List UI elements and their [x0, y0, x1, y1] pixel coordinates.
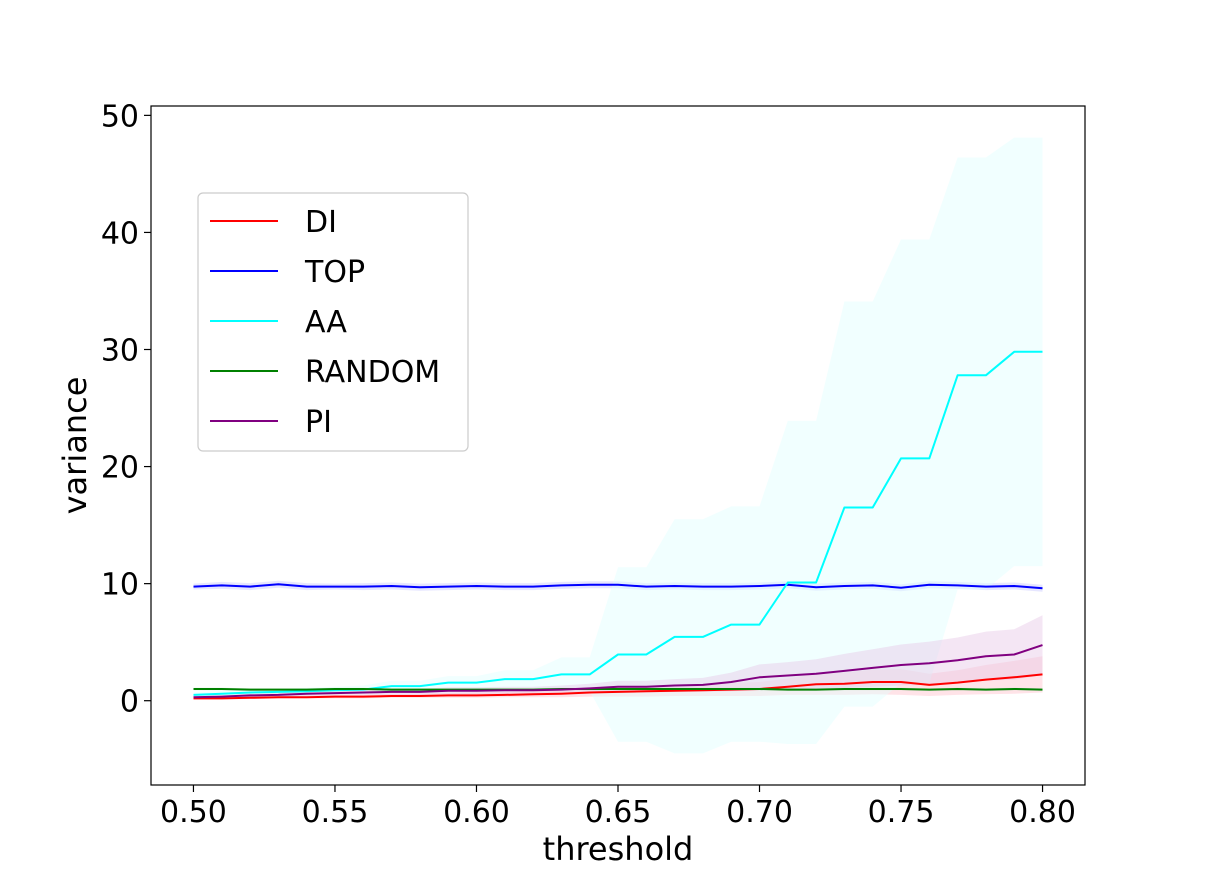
x-tick-label: 0.65 [585, 795, 652, 830]
legend-label-pi: PI [305, 405, 332, 440]
legend-label-di: DI [305, 205, 337, 240]
legend-label-random: RANDOM [305, 355, 440, 390]
x-tick-label: 0.50 [160, 795, 227, 830]
legend-label-aa: AA [305, 305, 347, 340]
x-tick-label: 0.75 [868, 795, 935, 830]
legend-item-random: RANDOM [210, 355, 440, 390]
legend-item-aa: AA [210, 305, 347, 340]
y-tick-label: 0 [120, 685, 139, 720]
series-line-random [193, 688, 1043, 691]
band-top [193, 580, 1043, 592]
y-tick-label: 40 [101, 216, 139, 251]
band-pi [193, 615, 1043, 699]
y-tick-label: 30 [101, 334, 139, 369]
series-line-aa [193, 350, 1043, 696]
legend-box [197, 192, 469, 452]
legend-item-pi: PI [210, 405, 332, 440]
series-line-di [193, 673, 1043, 700]
x-tick-label: 0.55 [302, 795, 369, 830]
series-lines [193, 350, 1043, 700]
legend-item-di: DI [210, 205, 337, 240]
band-aa [193, 137, 1043, 754]
y-axis-label: variance [56, 377, 94, 515]
legend-label-top: TOP [304, 255, 365, 290]
x-axis-ticks: 0.50 0.55 0.60 0.65 0.70 0.75 0.80 [160, 785, 1076, 830]
x-axis-label: threshold [543, 830, 694, 868]
x-tick-label: 0.60 [443, 795, 510, 830]
legend-item-top: TOP [210, 255, 365, 290]
y-axis-ticks: 0 10 20 30 40 50 [101, 99, 151, 720]
y-tick-label: 50 [101, 99, 139, 134]
series-line-pi [193, 644, 1043, 699]
y-tick-label: 20 [101, 451, 139, 486]
x-tick-label: 0.80 [1009, 795, 1076, 830]
series-line-top [193, 583, 1043, 590]
legend: DI TOP AA RANDOM PI [197, 192, 469, 452]
y-tick-label: 10 [101, 568, 139, 603]
x-tick-label: 0.70 [726, 795, 793, 830]
